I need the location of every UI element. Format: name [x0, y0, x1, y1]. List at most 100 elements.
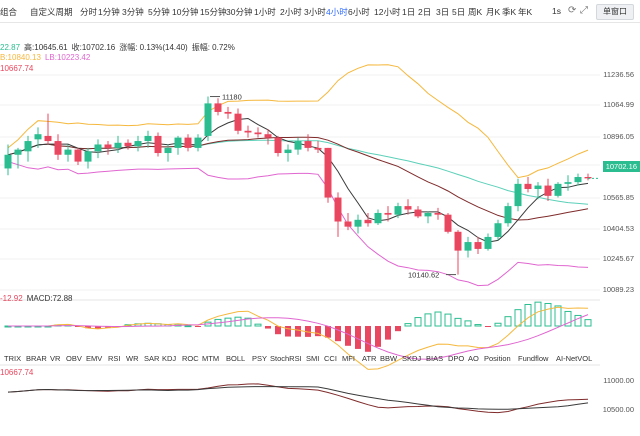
candle-body: [104, 144, 112, 148]
period-tab[interactable]: 自定义周期: [30, 7, 73, 17]
indicator-tab-wr[interactable]: WR: [126, 354, 139, 363]
period-tab[interactable]: 2小时: [280, 7, 302, 17]
macd-bar: [355, 326, 361, 349]
candle-body: [234, 113, 242, 131]
indicator-tab-kdj[interactable]: KDJ: [162, 354, 177, 363]
indicator-tab-cci[interactable]: CCI: [324, 354, 337, 363]
indicator-tab-bias[interactable]: BIAS: [426, 354, 444, 363]
period-tab[interactable]: 3日: [436, 7, 450, 17]
period-tab[interactable]: 年K: [518, 7, 533, 17]
indicator-tab-sar[interactable]: SAR: [144, 354, 160, 363]
indicator-tabs: TRIX BRAR VR OBV EMV RSI WR SAR KDJ ROC MTM BOLL PSY…: [0, 352, 600, 366]
indicator-tab-stochrsi[interactable]: StochRSI: [270, 354, 302, 363]
period-tab[interactable]: 12小时: [374, 7, 401, 17]
period-tab[interactable]: 2日: [418, 7, 432, 17]
macd-bar: [75, 326, 81, 327]
period-tab[interactable]: 周K: [468, 7, 483, 17]
indicator-tab-boll[interactable]: BOLL: [226, 354, 246, 363]
refresh-icon[interactable]: ⟳: [568, 5, 577, 16]
period-tab[interactable]: 4小时: [326, 7, 348, 17]
macd-bar: [305, 326, 311, 337]
macd-bar: [574, 314, 582, 327]
indicator-tab-trix[interactable]: TRIX: [4, 354, 22, 363]
indicator-tab-fundflow[interactable]: Fundflow: [518, 354, 549, 363]
indicator-tab-rsi[interactable]: RSI: [108, 354, 121, 363]
indicator-tab-position[interactable]: Position: [484, 354, 511, 363]
macd-bar: [385, 326, 391, 340]
boll-lower-line: [7, 161, 589, 287]
indicator-tab-smi[interactable]: SMI: [306, 354, 320, 363]
indicator-tab-psy[interactable]: PSY: [252, 354, 268, 363]
indicator-tab-ao[interactable]: AO: [468, 354, 479, 363]
period-tab[interactable]: 组合: [0, 7, 18, 17]
candle-body: [534, 185, 542, 189]
single-window-button[interactable]: 单窗口: [596, 4, 634, 20]
candle-body: [444, 214, 452, 232]
period-tab[interactable]: 5日: [452, 7, 466, 17]
indicator-tab-dpo[interactable]: DPO: [448, 354, 465, 363]
indicator-tab-obv[interactable]: OBV: [66, 354, 82, 363]
macd-bar: [454, 317, 462, 327]
main-legend-line1: 22.87 高:10645.61 收:10702.16 涨幅: 0.13%(14.40…: [0, 42, 239, 53]
indicator-tab-roc[interactable]: ROC: [182, 354, 199, 363]
candle-body: [484, 236, 492, 249]
price-tick-label: 10565.85: [602, 193, 634, 202]
toolbar: 组合 自定义周期 分时 1分钟 3分钟 5分钟 10分钟 15分钟 30分钟 1小时 2小时 3小时 4…: [0, 0, 640, 23]
macd-bar: [195, 326, 201, 327]
candle-body: [574, 177, 582, 183]
candle-body: [224, 111, 232, 114]
period-tab[interactable]: 1小时: [254, 7, 276, 17]
period-tab[interactable]: 15分钟: [200, 7, 227, 17]
macd-bar: [544, 302, 552, 327]
macd-bar: [265, 326, 271, 329]
period-tab[interactable]: 季K: [502, 7, 517, 17]
price-tick-label: 10245.67: [602, 254, 634, 263]
period-tab[interactable]: 10分钟: [172, 7, 199, 17]
interval-1s[interactable]: 1s: [552, 6, 561, 16]
macd-bar: [315, 326, 321, 337]
candle-body: [374, 212, 382, 224]
indicator-tab-bbw[interactable]: BBW: [380, 354, 398, 363]
bottom-line-1: [7, 383, 589, 414]
indicator-tab-skdj[interactable]: SKDJ: [402, 354, 422, 363]
macd-bar: [325, 326, 331, 338]
price-tick-label: 11064.99: [603, 100, 634, 109]
price-tick-label: 11236.56: [603, 70, 634, 79]
indicator-tab-brar[interactable]: BRAR: [26, 354, 47, 363]
candle-body: [544, 185, 552, 196]
indicator-tab-mfi[interactable]: MFI: [342, 354, 355, 363]
candle-body: [454, 231, 462, 251]
macd-bar: [285, 326, 291, 337]
period-tab[interactable]: 3分钟: [122, 7, 144, 17]
period-tab[interactable]: 月K: [486, 7, 501, 17]
indicator-tab-atr[interactable]: ATR: [362, 354, 377, 363]
macd-bar: [395, 326, 401, 332]
macd-legend: -12.92 MACD:72.88: [0, 294, 76, 303]
macd-bar: [335, 326, 341, 342]
period-tab[interactable]: 分时: [80, 7, 98, 17]
indicator-tab-ai-netvol[interactable]: AI-NetVOL: [556, 354, 593, 363]
indicator-tab-vr[interactable]: VR: [50, 354, 61, 363]
indicator-tab-mtm[interactable]: MTM: [202, 354, 220, 363]
bottom-line-2: [7, 386, 589, 410]
bottom-tick-label: 10500.00: [602, 405, 634, 414]
indicator-tab-emv[interactable]: EMV: [86, 354, 103, 363]
period-tab[interactable]: 30分钟: [226, 7, 253, 17]
period-tab[interactable]: 3小时: [304, 7, 326, 17]
boll-mid-line: [7, 136, 589, 221]
period-tab[interactable]: 6小时: [348, 7, 370, 17]
price-tick-label: 10404.53: [602, 224, 634, 233]
bottom-legend: 10667.74: [0, 368, 34, 377]
period-tab[interactable]: 5分钟: [148, 7, 170, 17]
macd-bar: [554, 305, 562, 327]
period-tab[interactable]: 1日: [402, 7, 416, 17]
candle-body: [244, 130, 252, 133]
candle-body: [324, 147, 332, 198]
expand-icon[interactable]: ⤢: [580, 5, 588, 16]
candle-body: [584, 177, 592, 179]
legend-value: 涨幅: 0.13%(14.40): [119, 43, 188, 52]
period-tab[interactable]: 1分钟: [98, 7, 120, 17]
macd-bar: [584, 319, 592, 327]
candle-body: [14, 149, 22, 155]
